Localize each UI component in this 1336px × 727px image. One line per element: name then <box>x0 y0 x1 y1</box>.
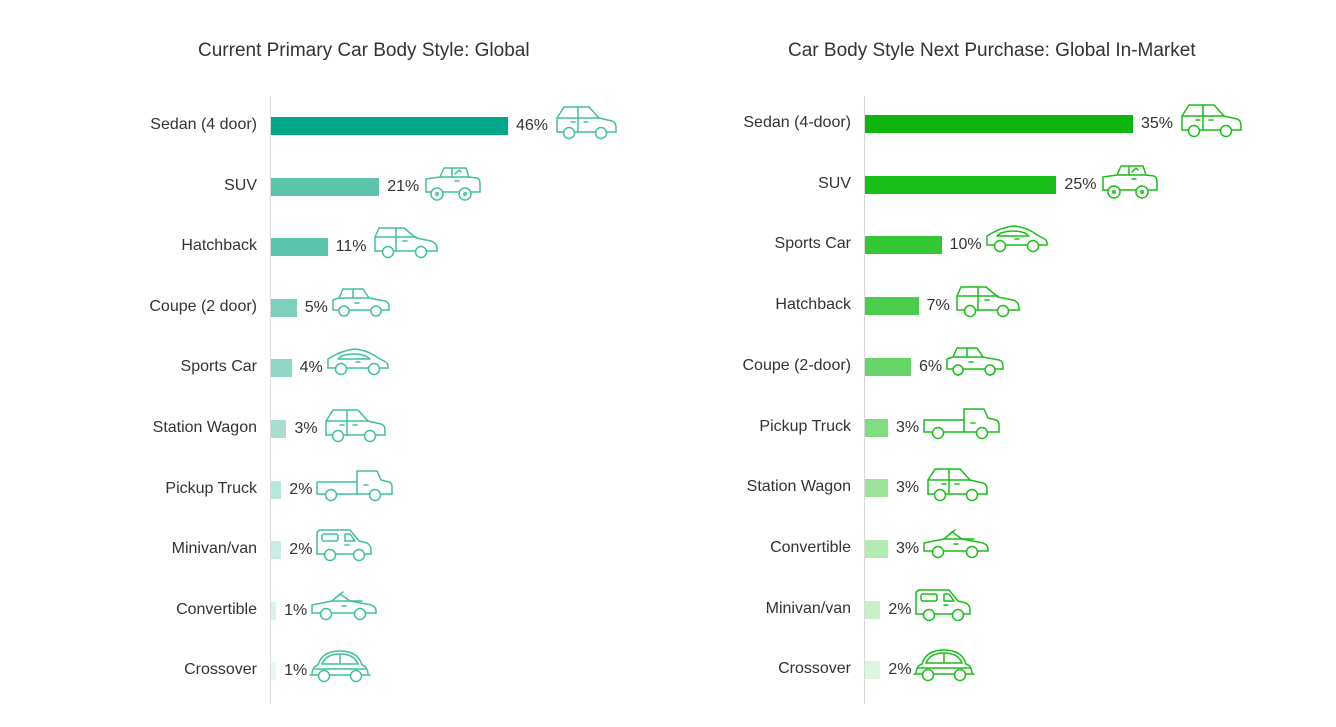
bar <box>865 115 1133 133</box>
value-label: 1% <box>284 601 308 619</box>
bar <box>271 177 380 196</box>
value-label: 46% <box>516 117 549 134</box>
value-label: 35% <box>1141 115 1174 132</box>
station-wagon-icon <box>556 106 617 140</box>
chart-title-global: Current Primary Car Body Style: Global <box>198 40 530 61</box>
sports-car-icon <box>985 225 1048 253</box>
pickup-truck-icon <box>923 407 1000 439</box>
value-label: 2% <box>888 661 912 679</box>
category-label: Sports Car <box>774 235 851 253</box>
value-label: 10% <box>949 236 982 254</box>
bar <box>865 175 1057 194</box>
value-label: 7% <box>926 297 950 315</box>
category-label: Minivan/van <box>765 599 851 617</box>
category-label: Station Wagon <box>746 478 851 496</box>
category-label: Sports Car <box>180 358 257 376</box>
bar <box>865 539 888 558</box>
pickup-truck-icon <box>316 469 394 501</box>
category-label: SUV <box>224 176 257 194</box>
bar <box>271 420 287 438</box>
bar <box>271 480 282 499</box>
minivan-icon <box>316 529 373 562</box>
bar <box>865 297 919 316</box>
value-label: 2% <box>289 541 313 559</box>
bar <box>271 541 282 560</box>
value-label: 5% <box>304 298 328 316</box>
convertible-icon <box>311 591 377 621</box>
category-label: Hatchback <box>181 237 257 255</box>
bar <box>865 236 942 255</box>
bar <box>271 601 277 620</box>
category-label: Sedan (4 door) <box>150 116 257 133</box>
bar <box>271 662 277 681</box>
bar <box>271 298 297 317</box>
y-axis-line <box>270 96 271 704</box>
category-label: Hatchback <box>775 296 851 314</box>
y-axis-line <box>864 96 865 704</box>
station-wagon-icon <box>1181 104 1242 138</box>
sports-car-icon <box>326 348 389 376</box>
value-label: 4% <box>299 359 323 377</box>
value-label: 1% <box>284 662 308 680</box>
suv-icon <box>425 166 481 201</box>
category-label: Coupe (2-door) <box>742 356 852 374</box>
category-label: Convertible <box>770 538 851 556</box>
value-label: 2% <box>289 480 313 498</box>
crossover-icon <box>309 650 371 683</box>
suv-icon <box>1102 164 1159 199</box>
coupe-icon <box>332 288 390 317</box>
category-label: Crossover <box>184 661 257 679</box>
value-label: 6% <box>918 357 943 375</box>
category-label: Convertible <box>176 600 257 618</box>
category-label: Crossover <box>778 660 851 678</box>
bar <box>865 418 888 437</box>
value-label: 11% <box>335 238 367 256</box>
value-label: 3% <box>895 479 920 497</box>
value-label: 3% <box>895 539 920 557</box>
hatchback-icon <box>373 227 438 259</box>
category-label: Station Wagon <box>152 419 257 436</box>
bar <box>865 600 881 619</box>
value-label: 2% <box>888 600 912 618</box>
minivan-icon <box>915 588 972 621</box>
bar <box>865 661 881 680</box>
convertible-icon <box>923 529 989 559</box>
category-label: Sedan (4-door) <box>743 114 851 131</box>
value-label: 3% <box>294 420 318 437</box>
category-label: SUV <box>818 174 851 192</box>
bar <box>865 479 888 498</box>
category-label: Minivan/van <box>171 540 257 558</box>
station-wagon-icon <box>927 468 988 502</box>
value-label: 25% <box>1064 175 1097 193</box>
station-wagon-icon <box>325 409 387 443</box>
bar <box>271 117 508 135</box>
bar <box>865 357 911 376</box>
value-label: 21% <box>387 177 420 195</box>
crossover-icon <box>913 649 976 682</box>
bar <box>271 238 328 257</box>
chart-title-next-purchase: Car Body Style Next Purchase: Global In-… <box>788 40 1196 61</box>
hatchback-icon <box>955 286 1020 318</box>
category-label: Coupe (2 door) <box>149 297 257 315</box>
category-label: Pickup Truck <box>165 479 257 497</box>
bar <box>271 359 292 378</box>
coupe-icon <box>946 347 1004 376</box>
value-label: 3% <box>895 418 920 436</box>
category-label: Pickup Truck <box>759 417 851 435</box>
